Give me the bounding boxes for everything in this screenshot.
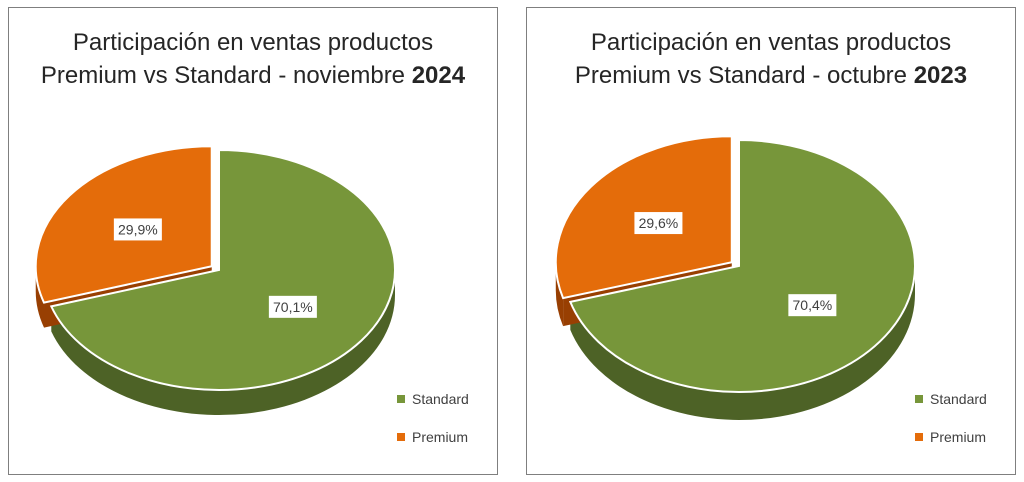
chart-legend: Standard Premium [397, 390, 469, 466]
legend-swatch-standard [397, 395, 405, 403]
chart-title-year: 2024 [411, 62, 466, 89]
data-label-premium: 29,6% [634, 212, 683, 235]
data-label-premium: 29,9% [113, 218, 162, 241]
legend-label-premium: Premium [412, 429, 469, 445]
chart-legend: Standard Premium [915, 390, 987, 466]
data-label-text: 29,9% [118, 221, 158, 237]
data-label-box [788, 294, 837, 317]
chart-title: Participación en ventas productos Premiu… [9, 26, 497, 92]
data-label-box [113, 218, 162, 241]
pie-slice-standard [49, 148, 396, 391]
legend-item-standard: Standard [397, 390, 469, 408]
legend-swatch-premium [915, 433, 923, 441]
pie-slice-side-standard [51, 270, 396, 416]
legend-item-premium: Premium [915, 428, 987, 446]
data-label-standard: 70,1% [268, 295, 317, 318]
pie-slice-side-premium [35, 266, 45, 328]
chart-title: Participación en ventas productos Premiu… [527, 26, 1015, 92]
chart-title-line2: Premium vs Standard - noviembre 2024 [9, 59, 497, 92]
chart-title-line1: Participación en ventas productos [72, 29, 434, 56]
data-label-box [268, 295, 317, 318]
data-label-text: 29,6% [639, 215, 679, 231]
pie-chart: 70,1% 29,9% [34, 145, 396, 416]
legend-item-premium: Premium [397, 428, 469, 446]
chart-panel-2023: Participación en ventas productos Premiu… [526, 7, 1016, 475]
legend-label-premium: Premium [930, 429, 987, 445]
chart-panel-2024: Participación en ventas productos Premiu… [8, 7, 498, 475]
legend-swatch-premium [397, 433, 405, 441]
legend-swatch-standard [915, 395, 923, 403]
chart-title-line2-text: Premium vs Standard - octubre [574, 62, 914, 89]
chart-title-year: 2023 [913, 62, 968, 89]
data-label-standard: 70,4% [788, 294, 837, 317]
pie-slice-side-standard [570, 266, 915, 421]
pie-chart: 70,4% 29,6% [554, 135, 916, 421]
data-label-text: 70,4% [793, 297, 833, 313]
pie-slice-standard [568, 138, 916, 393]
chart-title-line2: Premium vs Standard - octubre 2023 [527, 59, 1015, 92]
pie-slice-side-premium [555, 262, 564, 327]
legend-item-standard: Standard [915, 390, 987, 408]
chart-title-line2-text: Premium vs Standard - noviembre [40, 62, 412, 89]
legend-label-standard: Standard [930, 391, 987, 407]
data-label-text: 70,1% [273, 299, 313, 315]
legend-label-standard: Standard [412, 391, 469, 407]
chart-title-line1: Participación en ventas productos [590, 29, 952, 56]
data-label-box [634, 212, 683, 235]
